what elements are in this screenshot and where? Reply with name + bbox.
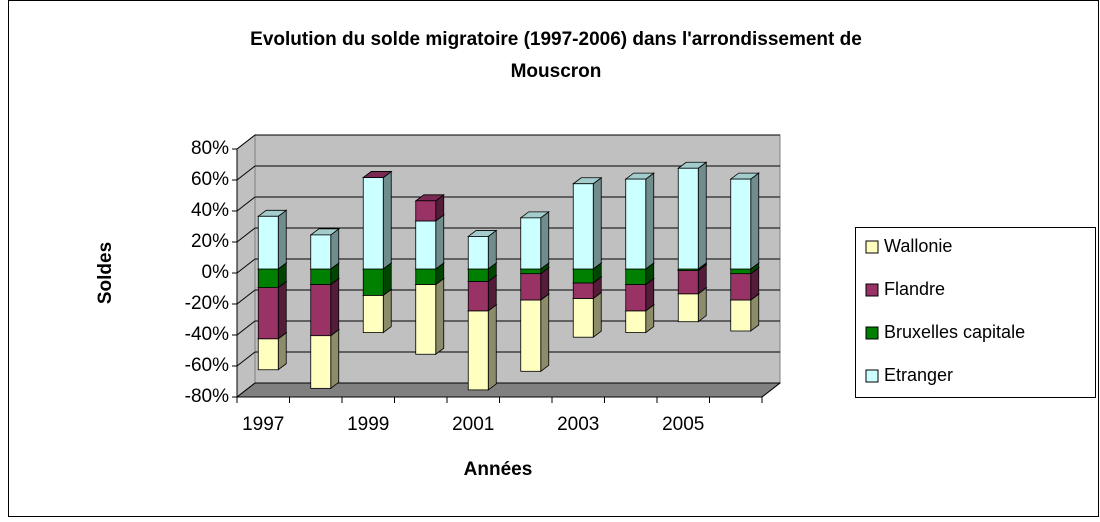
bar-side	[277, 280, 287, 340]
legend-label: Flandre	[884, 279, 945, 299]
bar	[362, 294, 384, 333]
x-tick-label: 2003	[557, 414, 599, 435]
bar-side	[330, 277, 340, 337]
bar	[520, 268, 542, 275]
bar	[625, 284, 647, 312]
bar-side	[277, 209, 287, 270]
bar	[677, 270, 699, 295]
y-tick-label: 0%	[202, 262, 230, 283]
bar-side	[750, 172, 760, 270]
bar	[467, 310, 489, 391]
bar	[520, 217, 542, 270]
bar-side	[382, 170, 392, 270]
legend-label: Bruxelles capitale	[884, 322, 1025, 342]
y-tick-label: 80%	[191, 138, 229, 159]
bar	[572, 183, 594, 270]
bar-side	[487, 229, 497, 270]
bar	[310, 234, 332, 270]
y-tick-label: -80%	[185, 386, 229, 407]
y-tick-label: -40%	[185, 324, 229, 345]
bar	[730, 299, 752, 332]
bar	[520, 299, 542, 372]
bar	[625, 178, 647, 270]
bar	[467, 268, 489, 282]
bar-side	[435, 277, 445, 356]
grid-line-side	[236, 196, 256, 212]
y-tick-label: 40%	[191, 200, 229, 221]
grid-line-side	[236, 165, 256, 181]
legend-swatch	[865, 326, 879, 340]
bar	[572, 298, 594, 338]
x-tick-label: 2005	[662, 414, 704, 435]
y-tick-label: -20%	[185, 293, 229, 314]
bar-side	[382, 288, 392, 334]
x-axis-end	[761, 382, 781, 398]
bar	[730, 178, 752, 270]
bar-side	[435, 214, 445, 270]
bar	[310, 335, 332, 389]
bar	[257, 215, 279, 270]
legend-swatch	[865, 369, 879, 383]
bar	[257, 338, 279, 371]
bar	[415, 220, 437, 270]
grid-line-side	[236, 134, 256, 150]
bar	[572, 268, 594, 284]
grid-line-side	[236, 382, 256, 398]
y-tick-label: -60%	[185, 355, 229, 376]
legend-swatch	[865, 240, 879, 254]
bar	[310, 268, 332, 285]
bar-side	[540, 293, 550, 373]
grid-line-side	[236, 289, 256, 305]
bar	[415, 284, 437, 355]
legend-swatch	[865, 283, 879, 297]
bar	[257, 268, 279, 289]
x-axis-title: Années	[464, 459, 533, 480]
bar	[625, 268, 647, 285]
bar	[362, 268, 384, 296]
grid-line-side	[236, 351, 256, 367]
y-tick-label: 20%	[191, 231, 229, 252]
bar	[310, 284, 332, 337]
x-tick-label: 1997	[242, 414, 284, 435]
bar	[520, 273, 542, 301]
bar	[257, 287, 279, 340]
grid-line-side	[236, 320, 256, 336]
bar	[677, 293, 699, 323]
legend-label: Wallonie	[884, 236, 952, 256]
bar-side	[540, 211, 550, 270]
chart-title: Evolution du solde migratoire (1997-2006…	[250, 29, 862, 82]
bar-side	[592, 176, 602, 270]
bar	[572, 282, 594, 299]
bar	[467, 236, 489, 270]
y-tick-label: 60%	[191, 169, 229, 190]
x-tick-label: 2001	[452, 414, 494, 435]
bar-top	[362, 171, 393, 178]
legend-label: Etranger	[884, 365, 953, 385]
bar-side	[645, 172, 655, 270]
y-axis-title: Soldes	[95, 242, 116, 304]
bar-side	[330, 228, 340, 270]
bar-side	[330, 328, 340, 390]
bar	[467, 280, 489, 312]
bar	[415, 200, 437, 222]
grid-line-side	[236, 258, 256, 274]
bar	[625, 310, 647, 333]
bar	[730, 268, 752, 275]
bar-side	[697, 161, 707, 270]
bar	[415, 268, 437, 285]
bar	[362, 177, 384, 270]
grid-line-side	[236, 227, 256, 243]
bar	[677, 167, 699, 270]
legend	[855, 227, 1096, 398]
bar	[730, 273, 752, 301]
x-tick-label: 1999	[347, 414, 389, 435]
bar-side	[592, 291, 602, 339]
bar-side	[487, 304, 497, 391]
